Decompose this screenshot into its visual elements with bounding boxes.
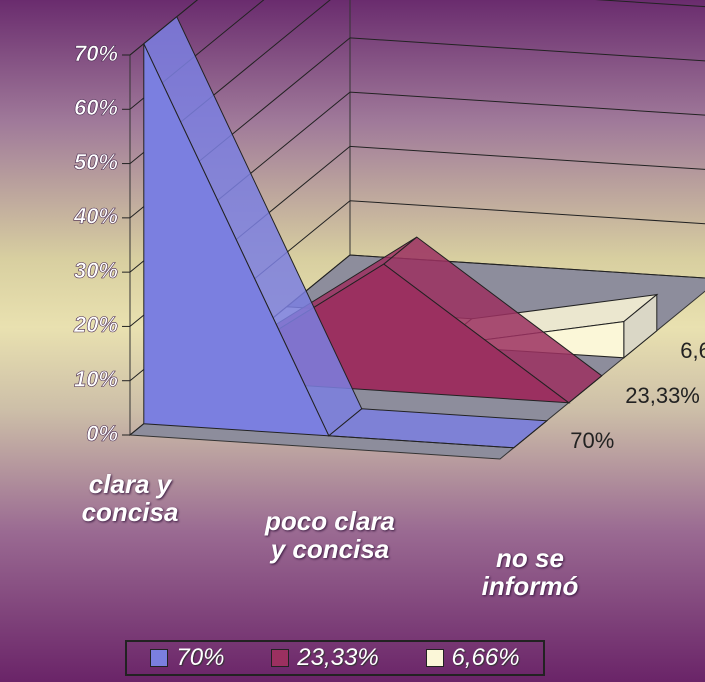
y-tick-label: 50% [74, 149, 118, 174]
legend-item: 70% [150, 644, 224, 672]
x-tick-label: clara y concisa [81, 469, 179, 527]
legend-swatch [425, 649, 444, 667]
legend: 70% 23,33% 6,66% [125, 640, 545, 676]
legend-item: 23,33% [271, 644, 379, 672]
y-tick-label: 40% [73, 204, 118, 229]
y-tick-label: 70% [74, 41, 118, 66]
legend-label: 23,33% [297, 644, 379, 671]
depth-label: 6,66% [680, 338, 705, 363]
y-tick-label: 20% [73, 312, 118, 337]
y-tick-label: 60% [74, 95, 118, 120]
x-tick-label: poco clara y concisa [264, 506, 396, 564]
y-tick-label: 10% [74, 367, 118, 392]
y-tick-label: 30% [74, 258, 118, 283]
legend-label: 70% [176, 644, 225, 671]
area-end [513, 420, 548, 449]
legend-label: 6,66% [451, 644, 520, 671]
legend-swatch [150, 649, 169, 667]
y-tick-label: 0% [86, 421, 118, 446]
grid-line [129, 0, 265, 110]
legend-item: 6,66% [425, 644, 520, 672]
depth-label: 23,33% [625, 383, 700, 408]
area [143, 43, 514, 449]
legend-swatch [271, 649, 290, 667]
grid-line [129, 0, 199, 56]
area-end [568, 375, 603, 404]
depth-label: 70% [570, 428, 614, 453]
x-tick-label: no se informó [481, 543, 579, 601]
